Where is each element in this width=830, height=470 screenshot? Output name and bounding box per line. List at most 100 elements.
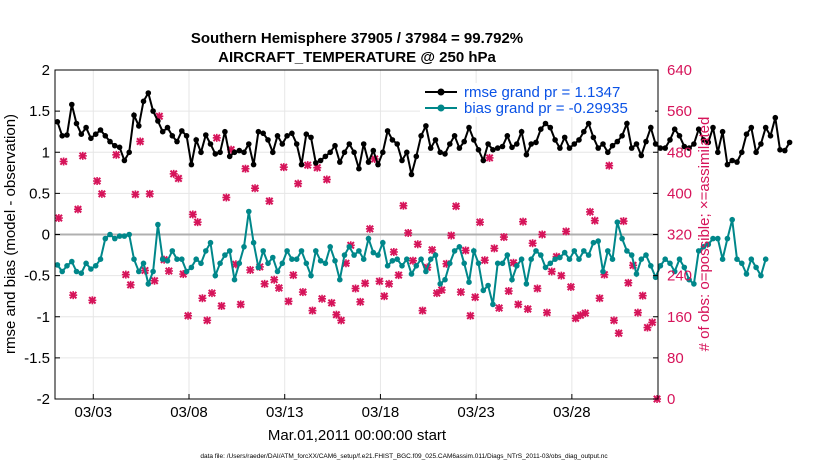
series-1-point: [88, 266, 94, 272]
obs-marker: [217, 301, 226, 310]
series-1-point: [231, 276, 238, 283]
series-0-point: [384, 128, 391, 134]
series-1-point: [155, 221, 161, 228]
series-0-point: [748, 124, 755, 131]
series-1-point: [169, 248, 176, 254]
series-1-point: [691, 281, 697, 287]
series-1-point: [203, 248, 209, 254]
series-1-point: [442, 276, 448, 283]
y-tick-label: -1.5: [24, 350, 50, 367]
series-0-point: [705, 139, 712, 146]
series-0-point: [609, 142, 616, 149]
series-1-point: [427, 256, 434, 263]
series-0-point: [576, 137, 582, 143]
legend-box: [420, 83, 655, 117]
series-0-point: [102, 133, 109, 139]
series-0-point: [432, 137, 439, 143]
series-0-point: [169, 133, 176, 139]
series-1-point: [628, 252, 635, 258]
obs-marker: [361, 279, 370, 288]
series-0-point: [657, 145, 664, 151]
series-0-point: [298, 161, 305, 168]
series-0-point: [131, 112, 137, 118]
series-1-point: [107, 231, 113, 238]
series-0-point: [380, 149, 386, 156]
series-1-point: [432, 252, 439, 258]
series-0-point: [739, 149, 745, 156]
y-tick-label: 2: [42, 62, 50, 79]
series-1-point: [456, 244, 463, 250]
series-1-point: [265, 260, 271, 267]
obs-marker: [193, 218, 202, 227]
series-1-point: [480, 287, 487, 294]
obs-marker: [533, 284, 542, 293]
obs-marker: [447, 231, 456, 240]
series-1-point: [667, 260, 673, 267]
y-axis-ticks: -2 -1.5 -1 -0.5 0 0.5 1 1.5 2: [24, 62, 60, 408]
obs-marker: [97, 189, 106, 198]
series-1-point: [384, 263, 391, 269]
legend-rmse-label: rmse grand pr = 1.1347: [464, 84, 620, 101]
series-0-point: [231, 149, 238, 156]
series-0-point: [700, 137, 707, 143]
obs-marker: [619, 217, 628, 226]
series-1-point: [538, 252, 544, 258]
obs-marker: [260, 279, 269, 288]
series-1-point: [490, 301, 496, 308]
series-1-point: [198, 260, 204, 267]
obs-marker: [203, 316, 212, 325]
series-1-point: [226, 248, 233, 254]
series-1-point: [557, 254, 563, 261]
series-1-point: [466, 279, 472, 286]
obs-marker: [519, 217, 528, 226]
series-1-point: [423, 268, 429, 275]
obs-marker: [595, 294, 604, 303]
series-1-point: [293, 256, 300, 263]
series-0-point: [250, 161, 257, 168]
series-0-point: [394, 141, 401, 147]
y-tick-label: 0: [42, 227, 50, 244]
obs-marker: [375, 277, 384, 286]
series-1-point: [561, 249, 568, 256]
obs-marker: [73, 205, 82, 214]
series-1-point: [566, 256, 573, 263]
series-0-point: [274, 133, 281, 139]
series-0-point: [255, 128, 262, 135]
obs-marker: [59, 157, 68, 166]
series-1-point: [418, 256, 424, 263]
obs-marker: [150, 276, 159, 285]
obs-marker: [389, 247, 398, 256]
series-1-point: [121, 233, 128, 239]
series-0-point: [480, 157, 487, 164]
y-tick-label: -0.5: [24, 268, 50, 285]
series-1-point: [179, 256, 185, 263]
series-0-point: [188, 161, 195, 168]
obs-marker: [499, 233, 508, 242]
series-0-point: [241, 149, 247, 156]
series-1-point: [327, 244, 334, 250]
series-0-point: [628, 145, 635, 151]
series-1-point: [614, 219, 621, 225]
series-0-point: [652, 141, 659, 147]
obs-marker: [413, 240, 422, 249]
series-1-point: [681, 264, 688, 271]
obs-marker: [528, 239, 537, 248]
obs-marker: [456, 288, 465, 297]
obs-marker: [327, 298, 336, 307]
series-0-point: [485, 141, 491, 147]
obs-marker: [322, 175, 331, 184]
series-1-point: [648, 263, 654, 269]
series-1-point: [308, 272, 314, 279]
series-1-point: [126, 231, 132, 238]
obs-marker: [538, 230, 547, 239]
series-1-point: [485, 282, 491, 289]
series-1-point: [504, 252, 511, 258]
series-1-point: [590, 239, 597, 246]
series-0-point: [528, 141, 534, 147]
series-1-point: [284, 248, 290, 254]
series-0-point: [217, 149, 223, 156]
series-0-point: [490, 147, 496, 153]
series-0-point: [183, 133, 190, 139]
series-0-point: [54, 119, 61, 125]
